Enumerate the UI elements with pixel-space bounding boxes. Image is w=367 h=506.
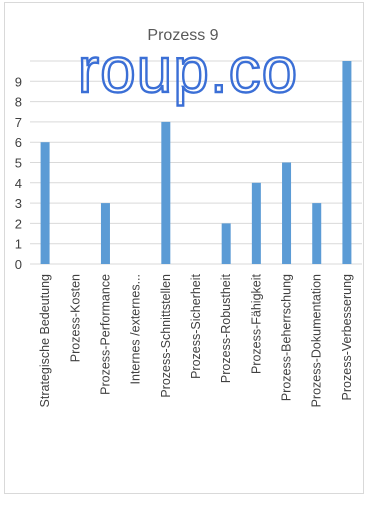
bar — [40, 142, 50, 264]
bar-series — [40, 61, 352, 265]
x-category-label: Prozess-Beherrschung — [280, 274, 294, 401]
bar — [161, 121, 171, 265]
watermark: roup.co — [78, 34, 298, 106]
x-category-label: Prozess-Performance — [98, 274, 112, 395]
bar — [342, 61, 352, 264]
x-category-label: Prozess-Kosten — [68, 274, 82, 362]
bar — [312, 203, 322, 264]
y-tick-label: 9 — [15, 74, 22, 89]
y-tick-label: 0 — [15, 257, 22, 272]
y-tick-label: 7 — [15, 115, 22, 130]
gridlines — [30, 60, 362, 265]
bar — [251, 182, 261, 264]
x-category-label: Prozess-Robustheit — [219, 273, 233, 383]
chart-title: Prozess 9 — [147, 27, 218, 44]
x-category-label: Internes /externes... — [129, 274, 143, 384]
chart-frame — [4, 2, 364, 494]
x-category-label: Prozess-Verbesserung — [340, 274, 354, 401]
x-category-label: Prozess-Sicherheit — [189, 273, 203, 378]
bar — [282, 162, 292, 264]
x-axis-labels: Strategische Bedeutung Prozess-Kosten Proz… — [38, 273, 354, 407]
y-tick-label: 4 — [15, 176, 22, 191]
bar — [221, 223, 231, 264]
y-tick-label: 6 — [15, 135, 22, 150]
y-tick-label: 3 — [15, 196, 22, 211]
y-tick-label: 1 — [15, 237, 22, 252]
x-category-label: Prozess-Fähigkeit — [249, 273, 263, 374]
x-category-label: Prozess-Dokumentation — [310, 274, 324, 407]
x-category-label: Prozess-Schnittstellen — [159, 274, 173, 398]
bar — [100, 203, 110, 264]
y-axis-ticks: 0 1 2 3 4 5 6 7 8 9 — [15, 74, 22, 272]
x-category-label: Strategische Bedeutung — [38, 274, 52, 407]
y-tick-label: 5 — [15, 156, 22, 171]
y-tick-label: 8 — [15, 95, 22, 110]
y-tick-label: 2 — [15, 216, 22, 231]
